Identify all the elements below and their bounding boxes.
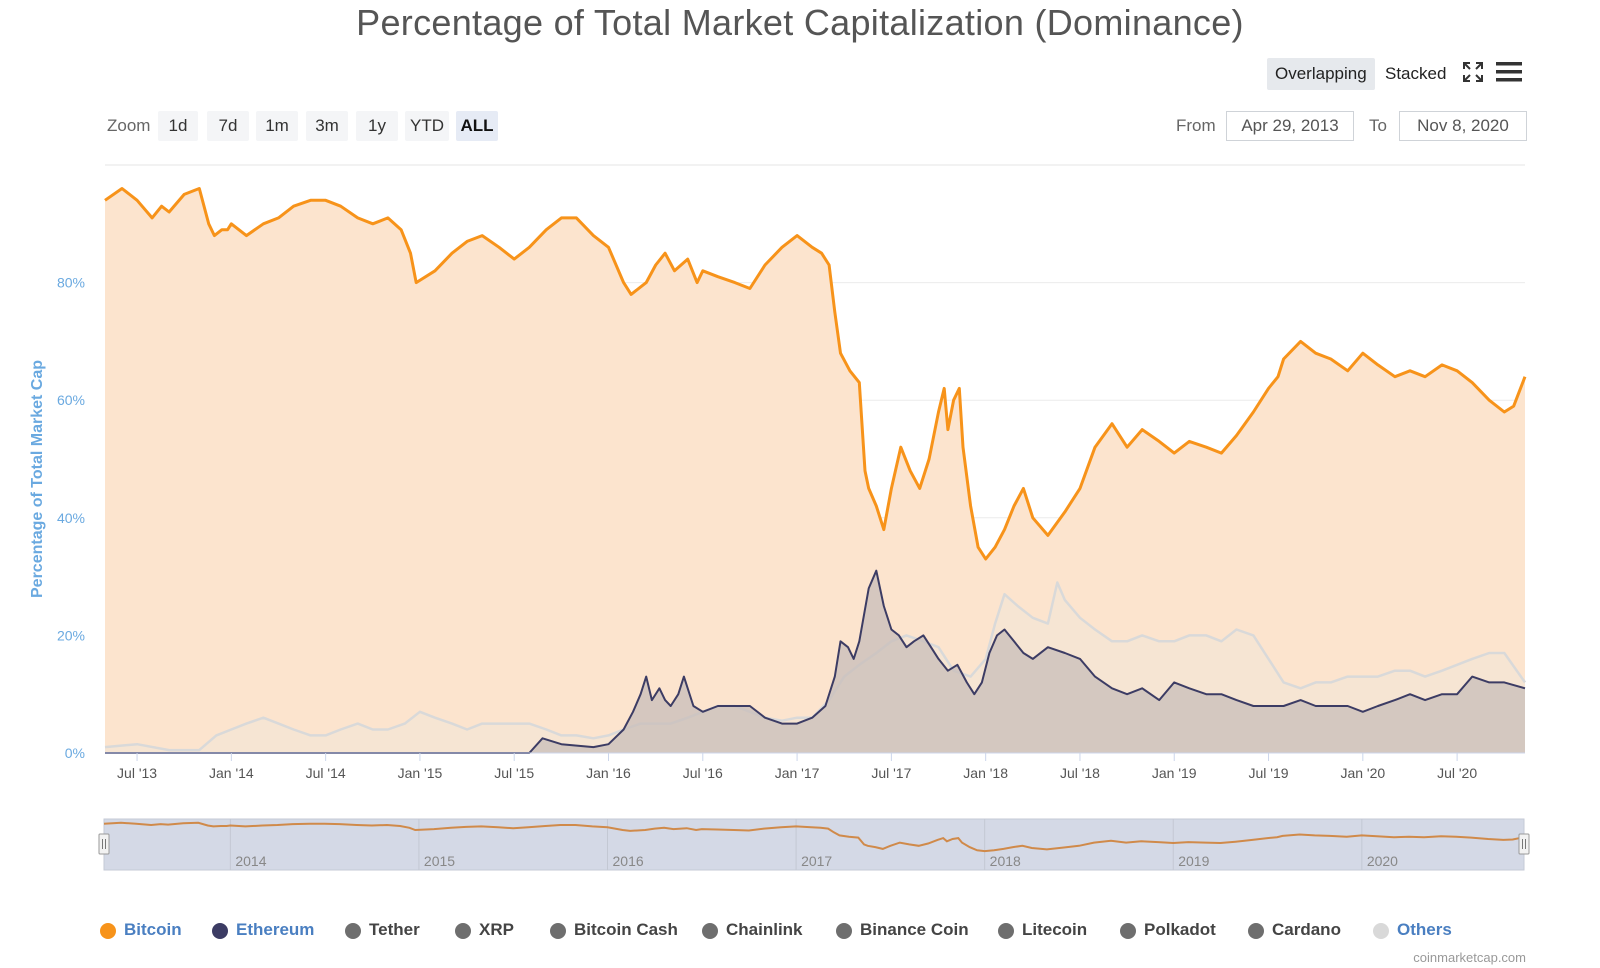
- navigator-bitcoin-line: [103, 821, 1525, 853]
- navigator-year-label: 2014: [235, 853, 266, 869]
- legend-marker-icon: [345, 923, 361, 939]
- navigator-left-handle[interactable]: [98, 833, 110, 855]
- legend-label: Tether: [369, 920, 420, 939]
- bitcoin-series-line[interactable]: [104, 187, 1527, 561]
- x-tick-label: Jul '18: [1060, 765, 1100, 781]
- zoom-all-button[interactable]: ALL: [456, 111, 498, 141]
- zoom-label: Zoom: [107, 116, 151, 135]
- zoom-ytd-button[interactable]: YTD: [405, 111, 449, 141]
- y-tick-label: 40%: [57, 510, 85, 526]
- ethereum-series-line[interactable]: [105, 569, 1526, 754]
- x-tick-label: Jan '18: [963, 765, 1008, 781]
- y-tick-label: 0%: [65, 745, 85, 761]
- legend-label: XRP: [479, 920, 514, 939]
- zoom-1y-button[interactable]: 1y: [356, 111, 398, 141]
- x-tick-label: Jul '15: [494, 765, 534, 781]
- chart-title: Percentage of Total Market Capitalizatio…: [356, 2, 1244, 43]
- navigator-year-label: 2020: [1367, 853, 1398, 869]
- overlapping-toggle-button[interactable]: Overlapping: [1267, 58, 1375, 90]
- navigator-year-label: 2019: [1178, 853, 1209, 869]
- bitcoin-area: [105, 188, 1525, 753]
- navigator-right-handle[interactable]: [1518, 833, 1530, 855]
- legend-marker-icon: [212, 923, 228, 939]
- to-date-input[interactable]: [1399, 111, 1527, 141]
- legend-label: Bitcoin Cash: [574, 920, 678, 939]
- legend-label: Ethereum: [236, 920, 315, 939]
- legend-marker-icon: [1120, 923, 1136, 939]
- zoom-7d-button[interactable]: 7d: [207, 111, 249, 141]
- y-tick-label: 80%: [57, 275, 85, 291]
- x-tick-label: Jul '17: [871, 765, 911, 781]
- x-tick-label: Jan '16: [586, 765, 631, 781]
- hamburger-menu-icon[interactable]: [1496, 61, 1522, 83]
- legend-marker-icon: [455, 923, 471, 939]
- zoom-3m-button[interactable]: 3m: [306, 111, 348, 141]
- legend-label: Litecoin: [1022, 920, 1088, 939]
- navigator-year-label: 2015: [424, 853, 455, 869]
- legend-marker-icon: [550, 923, 566, 939]
- legend-label: Polkadot: [1144, 920, 1216, 939]
- x-tick-label: Jul '16: [683, 765, 723, 781]
- legend-marker-icon: [100, 923, 116, 939]
- x-tick-label: Jul '20: [1437, 765, 1477, 781]
- x-tick-label: Jul '14: [306, 765, 346, 781]
- x-tick-label: Jul '19: [1249, 765, 1289, 781]
- stacked-toggle-button[interactable]: Stacked: [1385, 64, 1447, 83]
- y-tick-label: 20%: [57, 627, 85, 643]
- to-label: To: [1369, 116, 1387, 135]
- legend-marker-icon: [998, 923, 1014, 939]
- legend-label: Binance Coin: [860, 920, 969, 939]
- x-tick-label: Jan '20: [1340, 765, 1385, 781]
- x-tick-label: Jan '17: [775, 765, 820, 781]
- legend-label: Others: [1397, 920, 1452, 939]
- from-date-input[interactable]: [1226, 111, 1354, 141]
- legend-marker-icon: [1373, 923, 1389, 939]
- x-tick-label: Jul '13: [117, 765, 157, 781]
- fullscreen-icon[interactable]: [1461, 60, 1485, 84]
- legend-marker-icon: [836, 923, 852, 939]
- navigator-year-label: 2018: [990, 853, 1021, 869]
- legend-label: Bitcoin: [124, 920, 182, 939]
- zoom-1m-button[interactable]: 1m: [256, 111, 298, 141]
- y-tick-label: 60%: [57, 392, 85, 408]
- x-tick-label: Jan '15: [398, 765, 443, 781]
- legend-marker-icon: [1248, 923, 1264, 939]
- legend-label: Cardano: [1272, 920, 1341, 939]
- x-tick-label: Jan '14: [209, 765, 254, 781]
- navigator-year-label: 2016: [613, 853, 644, 869]
- legend-label: Chainlink: [726, 920, 803, 939]
- y-axis-title: Percentage of Total Market Cap: [29, 360, 46, 598]
- zoom-1d-button[interactable]: 1d: [158, 111, 198, 141]
- x-tick-label: Jan '19: [1152, 765, 1197, 781]
- legend-marker-icon: [702, 923, 718, 939]
- ethereum-area: [105, 570, 1525, 753]
- from-label: From: [1176, 116, 1216, 135]
- credits-link[interactable]: coinmarketcap.com: [1413, 950, 1526, 965]
- navigator-year-label: 2017: [801, 853, 832, 869]
